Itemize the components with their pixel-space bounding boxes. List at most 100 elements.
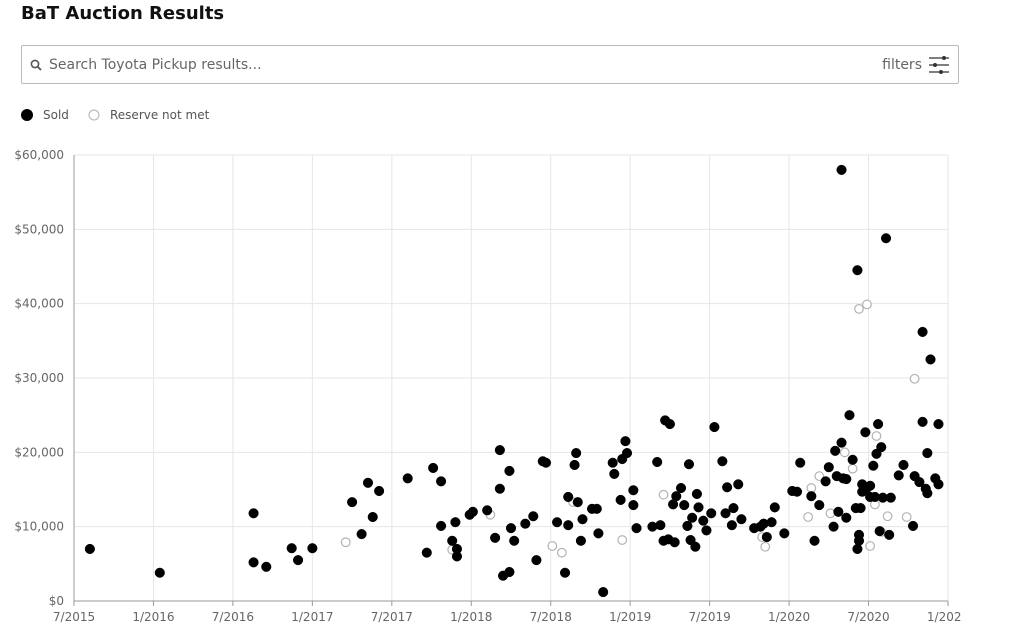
sold-point bbox=[293, 555, 304, 566]
sold-point bbox=[450, 517, 461, 528]
filters-label[interactable]: filters bbox=[882, 57, 922, 73]
sold-point bbox=[509, 535, 520, 546]
sold-point bbox=[467, 506, 478, 517]
unsold-point bbox=[901, 512, 912, 522]
sold-point bbox=[898, 459, 909, 471]
sold-point bbox=[720, 508, 731, 519]
sold-point bbox=[820, 476, 831, 487]
sold-point bbox=[922, 448, 933, 459]
unsold-point bbox=[806, 483, 817, 493]
sold-point bbox=[709, 422, 720, 433]
sold-point bbox=[577, 514, 588, 525]
sold-point bbox=[591, 503, 602, 514]
x-tick-label: 1/2017 bbox=[291, 610, 333, 624]
sold-point bbox=[836, 437, 847, 448]
sold-point bbox=[552, 517, 563, 528]
sold-point bbox=[367, 511, 378, 523]
sold-point bbox=[607, 457, 618, 468]
unsold-point bbox=[556, 547, 567, 558]
legend-dot bbox=[21, 109, 33, 121]
sold-point bbox=[806, 491, 817, 502]
sold-point bbox=[844, 410, 855, 421]
sold-point bbox=[693, 502, 704, 513]
search-icon bbox=[30, 59, 42, 71]
legend-label[interactable]: Sold bbox=[43, 108, 69, 122]
sold-point bbox=[559, 567, 571, 578]
sold-point bbox=[726, 520, 737, 531]
sold-point bbox=[572, 497, 583, 508]
sold-point bbox=[733, 479, 744, 490]
unsold-point bbox=[617, 535, 628, 545]
sold-point bbox=[728, 503, 739, 514]
unsold-point bbox=[882, 511, 893, 522]
sold-point bbox=[922, 488, 933, 499]
x-tick-label: 7/2017 bbox=[371, 610, 413, 624]
sold-point bbox=[248, 557, 259, 568]
sold-point bbox=[593, 528, 604, 539]
sold-point bbox=[669, 537, 680, 548]
sold-point bbox=[690, 541, 701, 552]
sold-point bbox=[84, 543, 95, 555]
y-tick-label: $10,000 bbox=[14, 520, 64, 534]
sold-point bbox=[836, 164, 847, 175]
sold-point bbox=[852, 543, 863, 555]
sold-point bbox=[520, 518, 531, 529]
sold-point bbox=[933, 419, 944, 430]
sold-point bbox=[736, 514, 747, 525]
unsold-point bbox=[814, 471, 825, 482]
sold-point bbox=[917, 416, 928, 427]
unsold-point bbox=[760, 541, 771, 552]
x-tick-label: 1/2016 bbox=[132, 610, 174, 624]
search-box[interactable]: Search Toyota Pickup results... filters bbox=[21, 45, 959, 84]
sold-point bbox=[675, 482, 687, 494]
sold-point bbox=[307, 543, 318, 554]
sold-point bbox=[841, 512, 852, 523]
sold-point bbox=[505, 523, 517, 534]
sold-point bbox=[885, 492, 896, 503]
sold-point bbox=[761, 532, 772, 543]
sold-point bbox=[482, 505, 493, 516]
page-title: BaT Auction Results bbox=[21, 3, 225, 24]
sold-point bbox=[286, 543, 297, 554]
sold-point bbox=[880, 233, 892, 244]
legend-marker[interactable] bbox=[21, 109, 35, 123]
unsold-point bbox=[862, 299, 872, 310]
sold-point bbox=[766, 517, 777, 528]
sold-point bbox=[884, 529, 895, 540]
sold-point bbox=[893, 470, 904, 481]
chart: $0 $10,000 $20,000 $30,000 $40,000 $50,000 $60… bbox=[14, 148, 962, 624]
sold-point bbox=[933, 479, 944, 490]
sold-point bbox=[374, 485, 385, 497]
sold-point bbox=[701, 525, 712, 536]
x-tick-label: 1/2020 bbox=[768, 610, 810, 624]
sold-point bbox=[873, 419, 884, 430]
sold-point bbox=[421, 547, 432, 558]
sold-point bbox=[682, 520, 693, 531]
sold-point bbox=[691, 488, 702, 500]
sold-point bbox=[841, 474, 852, 485]
search-placeholder[interactable]: Search Toyota Pickup results... bbox=[49, 57, 262, 73]
sold-point bbox=[428, 462, 439, 473]
sold-point bbox=[828, 521, 839, 532]
sold-point bbox=[876, 442, 887, 453]
sold-point bbox=[853, 529, 865, 540]
sold-point bbox=[917, 326, 928, 337]
filters-icon[interactable] bbox=[928, 55, 950, 75]
sold-point bbox=[615, 494, 626, 505]
sold-point bbox=[563, 491, 574, 502]
legend-dot bbox=[88, 109, 100, 121]
sold-point bbox=[779, 528, 790, 539]
sold-point bbox=[504, 566, 515, 578]
y-tick-label: $50,000 bbox=[14, 222, 64, 236]
sold-point bbox=[261, 561, 272, 572]
sold-point bbox=[540, 457, 552, 468]
y-tick-label: $20,000 bbox=[14, 445, 64, 459]
legend-label[interactable]: Reserve not met bbox=[110, 108, 210, 122]
legend-marker[interactable] bbox=[88, 109, 102, 123]
x-tick-label: 1/2018 bbox=[450, 610, 492, 624]
sold-point bbox=[631, 523, 642, 534]
sold-point bbox=[628, 500, 639, 511]
sold-point bbox=[706, 508, 717, 519]
sold-point bbox=[722, 482, 733, 493]
unsold-point bbox=[865, 541, 876, 551]
